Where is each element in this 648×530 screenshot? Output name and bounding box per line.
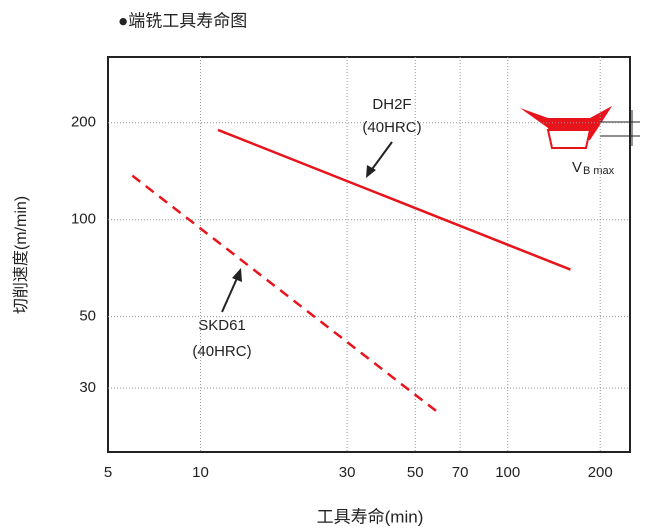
chart: ●端铣工具寿命图 切削速度(m/min) 工具寿命(min) DH2F (40H… [0,0,648,530]
x-tick-label: 50 [407,464,424,481]
annotation: (40HRC) [192,343,251,360]
x-tick-label: 5 [104,464,112,481]
arrow-head [232,268,242,282]
arrow [370,142,392,172]
x-tick-label: 70 [452,464,469,481]
wear-icon [520,106,640,148]
y-tick-label: 50 [79,308,96,325]
x-tick-label: 100 [495,464,520,481]
x-tick-label: 200 [588,464,613,481]
annotation: DH2F [372,96,411,113]
inset-label: V [572,159,582,176]
y-tick-label: 30 [79,379,96,396]
y-tick-label: 100 [71,211,96,228]
annotation: SKD61 [198,317,246,334]
data-line [132,176,439,414]
y-tick-label: 200 [71,114,96,131]
chart-title: ●端铣工具寿命图 [118,11,247,30]
plot-frame [108,57,630,452]
annotation: (40HRC) [362,119,421,136]
x-tick-label: 30 [339,464,356,481]
x-tick-label: 10 [192,464,209,481]
x-axis-label: 工具寿命(min) [317,507,424,526]
arrow [222,276,238,312]
data-line [218,130,570,270]
y-axis-label: 切削速度(m/min) [12,196,30,314]
inset-sub: B max [583,165,615,177]
